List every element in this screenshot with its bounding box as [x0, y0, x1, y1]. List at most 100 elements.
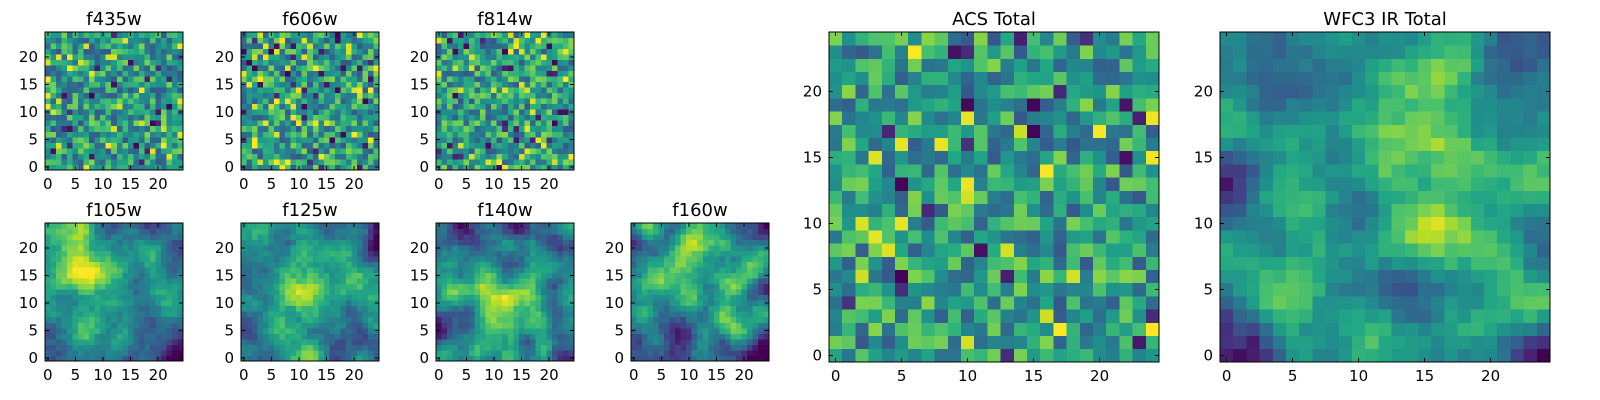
heatmap-cell [474, 109, 481, 116]
heatmap-cell [83, 87, 90, 94]
heatmap-cell [177, 305, 184, 312]
heatmap-cell [111, 59, 118, 66]
heatmap-cell [241, 294, 247, 301]
heatmap-cell [702, 278, 709, 285]
heatmap-cell [323, 114, 330, 121]
heatmap-cell [647, 245, 654, 251]
heatmap-cell [447, 37, 453, 44]
heatmap-cell [171, 234, 178, 240]
heatmap-cell [290, 153, 297, 160]
heatmap-cell [78, 32, 85, 38]
heatmap-cell [67, 250, 73, 257]
heatmap-cell [263, 278, 269, 285]
heatmap-cell [373, 70, 380, 77]
heatmap-cell [458, 289, 464, 296]
heatmap-cell [491, 278, 498, 285]
heatmap-cell [373, 92, 380, 99]
heatmap-cell [480, 98, 487, 105]
heatmap-cell [491, 81, 498, 88]
heatmap-cell [301, 245, 308, 251]
heatmap-cell [268, 109, 275, 116]
heatmap-cell [149, 272, 156, 279]
heatmap-cell [441, 311, 448, 318]
heatmap-cell [458, 98, 464, 105]
heatmap-cell [546, 109, 553, 116]
heatmap-cell [741, 294, 748, 301]
heatmap-cell [45, 43, 51, 49]
heatmap-cell [974, 282, 988, 297]
heatmap-cell [551, 48, 558, 55]
heatmap-cell [474, 114, 481, 121]
heatmap-cell [1106, 243, 1120, 257]
heatmap-cell [105, 136, 112, 143]
y-tick-label: 0 [419, 158, 429, 176]
heatmap-cell [507, 103, 514, 110]
heatmap-cell [934, 216, 949, 231]
heatmap-cell [829, 256, 843, 270]
heatmap-cell [757, 261, 764, 268]
heatmap-cell [296, 234, 303, 240]
heatmap-cell [469, 76, 476, 83]
heatmap-cell [669, 322, 676, 329]
heatmap-cell [961, 164, 975, 178]
heatmap-cell [61, 278, 68, 285]
heatmap-cell [279, 147, 286, 154]
heatmap-cell [356, 294, 363, 301]
heatmap-cell [675, 256, 682, 263]
heatmap-cell [562, 305, 569, 312]
heatmap-cell [1013, 230, 1028, 244]
heatmap-cell [296, 54, 303, 60]
heatmap-cell [78, 142, 85, 149]
heatmap-cell [757, 289, 764, 296]
heatmap-cell [735, 272, 742, 279]
heatmap-cell [116, 305, 123, 312]
heatmap-cell [111, 234, 118, 240]
heatmap-cell [111, 87, 118, 94]
heatmap-cell [61, 355, 68, 362]
heatmap-cell [94, 338, 101, 345]
heatmap-cell [441, 300, 448, 307]
heatmap-cell [895, 256, 909, 270]
heatmap-cell [252, 158, 258, 165]
heatmap-cell [45, 234, 51, 240]
heatmap-cell [351, 349, 358, 356]
heatmap-cell [334, 37, 341, 44]
heatmap-cell [546, 322, 553, 329]
heatmap-cell [485, 349, 492, 356]
heatmap-cell [1040, 203, 1054, 218]
heatmap-cell [513, 294, 520, 301]
heatmap-cell [647, 294, 654, 301]
heatmap-cell [149, 81, 156, 88]
heatmap-cell [518, 136, 525, 143]
heatmap-cell [491, 158, 498, 165]
heatmap-cell [908, 335, 922, 350]
heatmap-cell [724, 316, 731, 323]
heatmap-cell [458, 37, 464, 44]
heatmap-cell [469, 54, 476, 60]
heatmap-cell [111, 142, 118, 149]
heatmap-cell [56, 349, 62, 356]
heatmap-cell [138, 98, 145, 105]
heatmap-cell [345, 120, 352, 127]
heatmap-cell [373, 349, 380, 356]
heatmap-cell [160, 272, 167, 279]
heatmap-cell [312, 59, 319, 66]
heatmap-cell [296, 228, 303, 235]
heatmap-cell [155, 250, 162, 257]
heatmap-cell [664, 272, 671, 279]
heatmap-cell [452, 250, 459, 257]
heatmap-cell [752, 349, 759, 356]
heatmap-cell [307, 109, 314, 116]
heatmap-cell [1027, 309, 1041, 323]
heatmap-cell [144, 37, 151, 44]
heatmap-cell [89, 294, 96, 301]
heatmap-cell [171, 245, 178, 251]
heatmap-cell [56, 164, 62, 171]
heatmap-cell [568, 311, 575, 318]
heatmap-cell [290, 234, 297, 240]
heatmap-cell [351, 256, 358, 263]
heatmap-cell [540, 87, 547, 94]
heatmap-cell [921, 177, 935, 191]
heatmap-cell [551, 305, 558, 312]
heatmap-cell [323, 239, 330, 246]
